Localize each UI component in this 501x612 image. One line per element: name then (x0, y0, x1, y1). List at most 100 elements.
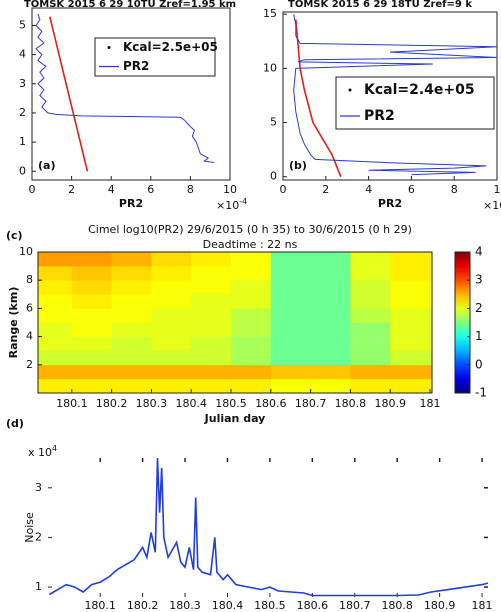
heat-cell (350, 280, 391, 295)
y-tick-label: 10 (19, 245, 33, 258)
heat-cell (191, 308, 232, 323)
heat-cell (270, 322, 311, 337)
heat-cell (111, 322, 152, 337)
multiplier-exponent: -4 (239, 197, 247, 206)
x-tick-label: 2 (68, 183, 75, 196)
heat-cell (38, 378, 73, 394)
heat-cell (310, 336, 351, 351)
heat-cell (231, 364, 272, 380)
colorbar-tick-label: 1 (475, 329, 483, 343)
heat-cell (191, 294, 232, 309)
x-tick-label: 6 (408, 183, 415, 196)
y-tick-label: 1 (35, 580, 42, 593)
heat-cell (151, 280, 192, 295)
heat-cell (350, 266, 391, 281)
y-tick-label: 2 (19, 106, 26, 119)
heat-cell (191, 280, 232, 295)
x-tick-label: 10 (223, 183, 237, 196)
y-tick-label: 2 (26, 358, 33, 371)
y-tick-label: 3 (35, 481, 42, 494)
heat-cell (270, 336, 311, 351)
heat-cell (38, 364, 73, 380)
heat-cell (350, 378, 391, 394)
profile-line (35, 13, 215, 163)
heat-cell (390, 252, 433, 267)
multiplier-exponent: 4 (52, 444, 57, 453)
legend-box (335, 76, 495, 130)
chart-title: Cimel log10(PR2) 29/6/2015 (0 h 35) to 3… (88, 223, 412, 236)
x-tick-label: 180.6 (255, 397, 287, 410)
heat-cell (71, 294, 112, 309)
y-tick-label: 4 (26, 330, 33, 343)
multiplier-base: ×10 (216, 199, 239, 212)
heat-cell (151, 322, 192, 337)
heat-cell (38, 350, 73, 366)
heat-cell (191, 322, 232, 337)
plot-area (31, 7, 231, 181)
y-tick-label: 2 (35, 530, 42, 543)
legend-label: PR2 (123, 59, 149, 73)
heat-cell (71, 308, 112, 323)
axis-multiplier: x 104 (28, 444, 57, 460)
colorbar (454, 251, 471, 394)
x-tick-label: 180.8 (335, 397, 367, 410)
x-tick-label: 0 (280, 183, 287, 196)
x-tick-label: 8 (187, 183, 194, 196)
heat-cell (71, 280, 112, 295)
y-tick-label: 0 (19, 164, 26, 177)
heat-cell (111, 364, 152, 380)
x-tick-label: 2 (322, 183, 329, 196)
heat-cell (390, 294, 433, 309)
heat-cell (111, 280, 152, 295)
heat-cell (38, 252, 73, 267)
heat-cell (151, 378, 192, 394)
heat-cell (231, 378, 272, 394)
x-tick-label: 180.7 (339, 599, 371, 612)
heat-cell (71, 364, 112, 380)
heat-cell (231, 308, 272, 323)
heat-cell (38, 280, 73, 295)
colorbar-tick-label: 3 (475, 273, 483, 287)
y-axis-label: Range (km) (7, 287, 20, 359)
heat-cell (71, 350, 112, 366)
heat-cell (231, 322, 272, 337)
legend-marker (107, 46, 111, 49)
heat-cell (151, 364, 192, 380)
heat-cell (390, 308, 433, 323)
heat-cell (111, 350, 152, 366)
x-tick-label: 180.5 (215, 397, 247, 410)
heat-cell (111, 378, 152, 394)
chart-title: TOMSK 2015 6 29 10TU Zref=1.95 km (24, 0, 236, 10)
heat-cell (191, 350, 232, 366)
heat-cell (350, 350, 391, 366)
heat-cell (231, 294, 272, 309)
y-tick-label: 5 (270, 116, 277, 129)
heat-cell (350, 336, 391, 351)
heat-cell (111, 252, 152, 267)
colorbar-tick-label: 0 (475, 357, 483, 371)
heat-cell (310, 378, 351, 394)
heat-cell (151, 336, 192, 351)
x-tick-label: 180.4 (212, 599, 244, 612)
heat-cell (231, 252, 272, 267)
axis-multiplier: ×10-4 (483, 197, 501, 213)
chart-title: TOMSK 2015 6 29 18TU Zref=9 k (288, 0, 472, 10)
y-tick-label: 4 (19, 48, 26, 61)
x-axis-label: PR2 (119, 197, 143, 210)
heat-cell (231, 350, 272, 366)
heat-cell (270, 266, 311, 281)
x-tick-label: 180.3 (169, 599, 201, 612)
heat-cell (270, 364, 311, 380)
heat-cell (390, 378, 433, 394)
heat-cell (310, 350, 351, 366)
x-tick-label: 180.8 (381, 599, 413, 612)
x-tick-label: 1 (494, 183, 501, 196)
x-tick-label: 4 (365, 183, 372, 196)
heat-cell (191, 336, 232, 351)
x-axis-label: PR2 (378, 197, 402, 210)
x-tick-label: 180.1 (56, 397, 88, 410)
panel-label: (b) (289, 159, 307, 172)
panel-label: (a) (38, 159, 55, 172)
heat-cell (231, 280, 272, 295)
chart-subtitle: Deadtime : 22 ns (203, 238, 298, 251)
